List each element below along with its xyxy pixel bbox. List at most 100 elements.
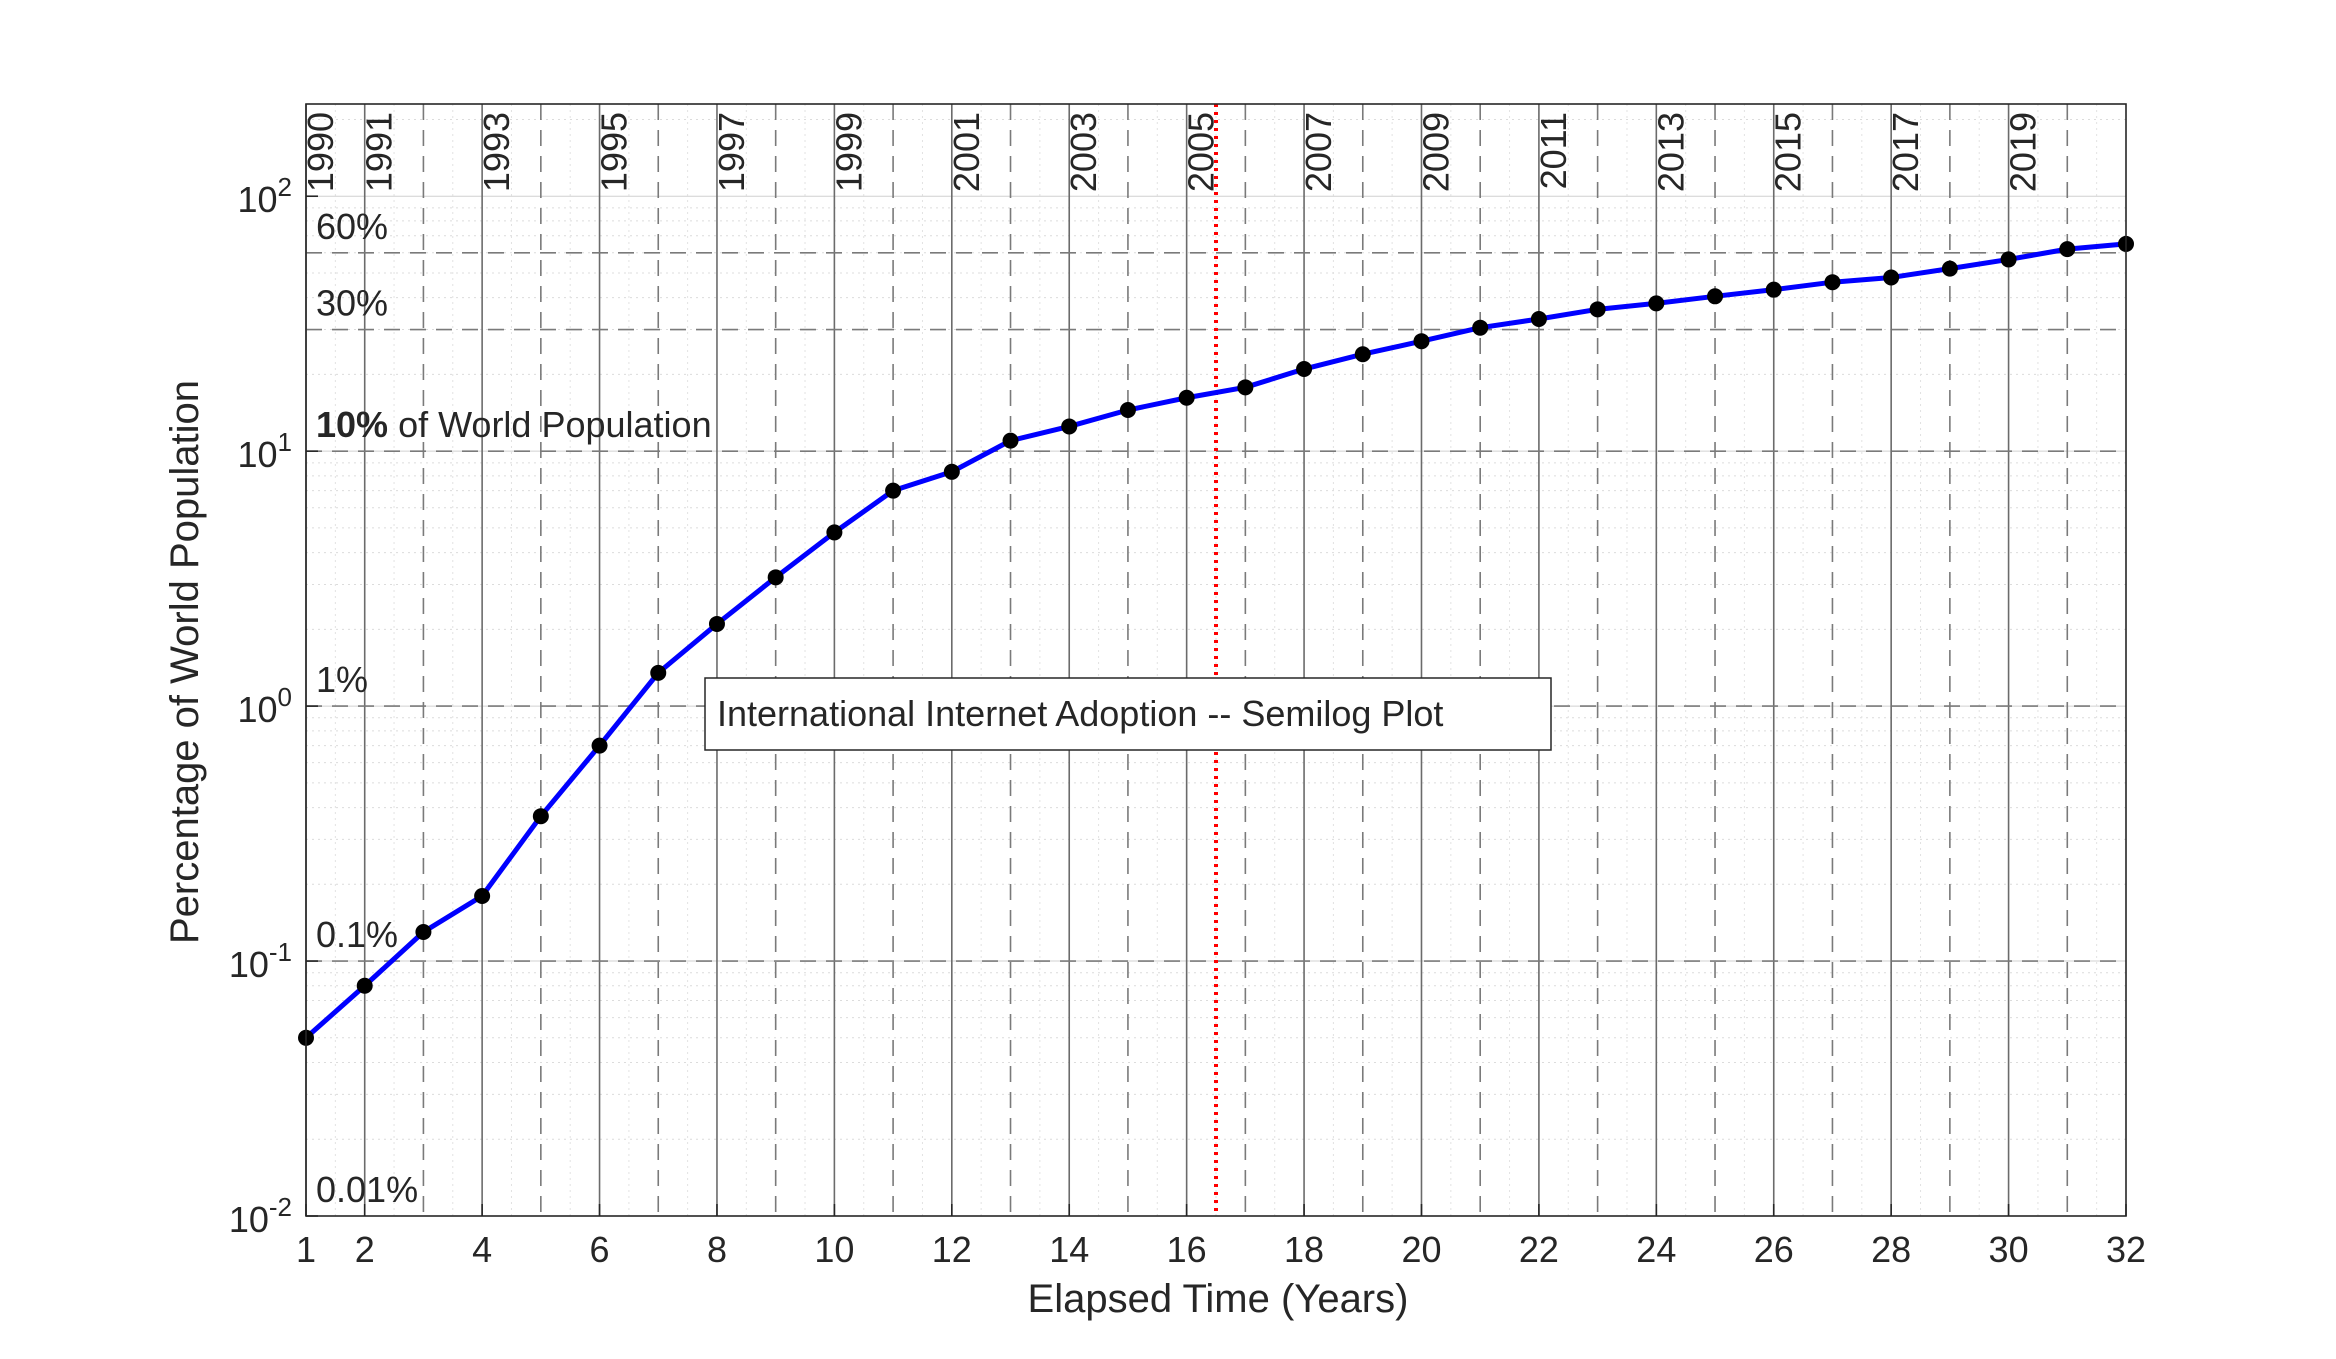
year-label: 1991 [359, 112, 400, 192]
y-tick-label: 101 [237, 427, 292, 475]
percent-label: 60% [316, 206, 388, 247]
title-box-frame [704, 677, 1552, 751]
y-axis-label: Percentage of World Population [163, 380, 207, 944]
data-point [1765, 281, 1782, 298]
data-point [1883, 269, 1900, 286]
data-point [474, 887, 491, 904]
x-tick-label: 26 [1754, 1229, 1794, 1270]
data-point [1237, 379, 1254, 396]
year-label: 2015 [1768, 112, 1809, 192]
x-axis-label: Elapsed Time (Years) [1028, 1277, 1409, 1321]
percent-labels: 0.01% 0.1% 1% 10% of World Population 30% 60% [316, 206, 712, 1210]
data-point [1002, 432, 1019, 449]
series-line [304, 241, 2127, 1040]
y-tick-base: 10 [229, 944, 269, 985]
x-tick-label: 16 [1167, 1229, 1207, 1270]
y-tick-exponent: 0 [278, 682, 292, 712]
x-tick-label: 12 [932, 1229, 972, 1270]
chart-title-box: International Internet Adoption -- Semil… [704, 677, 1552, 751]
data-point [1178, 389, 1195, 406]
x-tick-label: 20 [1401, 1229, 1441, 1270]
y-tick-exponent: 1 [278, 427, 292, 457]
data-point [650, 664, 667, 681]
x-tick-label: 32 [2106, 1229, 2146, 1270]
year-label: 2005 [1181, 112, 1222, 192]
year-marker-lines [305, 104, 2069, 1216]
year-label: 2001 [946, 112, 987, 192]
y-tick-base: 10 [237, 434, 277, 475]
y-tick-label: 10-2 [229, 1192, 292, 1240]
year-label: 2011 [1533, 112, 1574, 189]
data-point [1941, 260, 1958, 277]
year-labels: 1990 1991 1993 1995 1997 1999 2001 2003 2005 2007… [300, 112, 2044, 192]
y-tick-base: 10 [237, 689, 277, 730]
data-point [1061, 418, 1078, 435]
x-tick-label: 1 [296, 1229, 316, 1270]
data-point [767, 569, 784, 586]
x-tick-label: 6 [590, 1229, 610, 1270]
x-tick-label: 2 [355, 1229, 375, 1270]
year-label: 2009 [1415, 112, 1456, 192]
data-point [591, 737, 608, 754]
y-tick-label: 10-1 [229, 937, 292, 985]
year-label: 1999 [828, 112, 869, 192]
data-point [2000, 251, 2017, 268]
y-tick-label: 100 [237, 682, 292, 730]
percent-label-rest: of World Population [388, 404, 712, 445]
year-label: 1995 [594, 112, 635, 192]
x-tick-label: 22 [1519, 1229, 1559, 1270]
percent-label: 1% [316, 659, 368, 700]
x-tick-label: 14 [1049, 1229, 1089, 1270]
y-tick-base: 10 [229, 1199, 269, 1240]
year-label: 1993 [476, 112, 517, 192]
x-tick-label: 8 [707, 1229, 727, 1270]
data-point [1824, 274, 1841, 291]
year-label: 2019 [2003, 112, 2044, 192]
data-point [1530, 310, 1547, 327]
x-tick-label: 10 [814, 1229, 854, 1270]
axes-frame [305, 103, 2127, 1217]
data-point [532, 808, 549, 825]
data-point [1119, 402, 1136, 419]
data-point [2059, 241, 2076, 258]
data-point [708, 615, 725, 632]
data-point [1707, 288, 1724, 305]
percent-label: 0.01% [316, 1169, 418, 1210]
y-tick-exponent: -1 [269, 937, 292, 967]
percent-label: 10% of World Population [316, 404, 712, 445]
data-point [1472, 319, 1489, 336]
x-tick-label: 4 [472, 1229, 492, 1270]
year-label: 1997 [711, 112, 752, 192]
year-label: 1990 [300, 112, 341, 192]
data-point [1413, 333, 1430, 350]
data-point [943, 463, 960, 480]
y-tick-label: 102 [237, 172, 292, 220]
year-label: 2013 [1650, 112, 1691, 192]
data-point [415, 924, 432, 941]
data-point [1589, 301, 1606, 318]
y-tick-base: 10 [237, 179, 277, 220]
x-tick-label: 18 [1284, 1229, 1324, 1270]
data-point [1648, 295, 1665, 312]
x-tick-label: 24 [1636, 1229, 1676, 1270]
y-tick-exponent: -2 [269, 1192, 292, 1222]
data-point [1296, 361, 1313, 378]
data-point [1354, 346, 1371, 363]
year-label: 2017 [1885, 112, 1926, 192]
year-label: 2003 [1063, 112, 1104, 192]
percent-label: 0.1% [316, 914, 398, 955]
data-point [885, 482, 902, 499]
x-tick-label: 30 [1989, 1229, 2029, 1270]
percent-label-bold: 10% [316, 404, 388, 445]
data-point [356, 977, 373, 994]
data-series [298, 235, 2134, 1046]
percent-label: 30% [316, 283, 388, 324]
data-point [826, 524, 843, 541]
y-tick-exponent: 2 [278, 172, 292, 202]
x-tick-label: 28 [1871, 1229, 1911, 1270]
x-axis-ticks: 1 2 4 6 8 10 12 14 16 18 20 22 24 26 28 30 32 [296, 1204, 2146, 1270]
year-label: 2007 [1298, 112, 1339, 192]
